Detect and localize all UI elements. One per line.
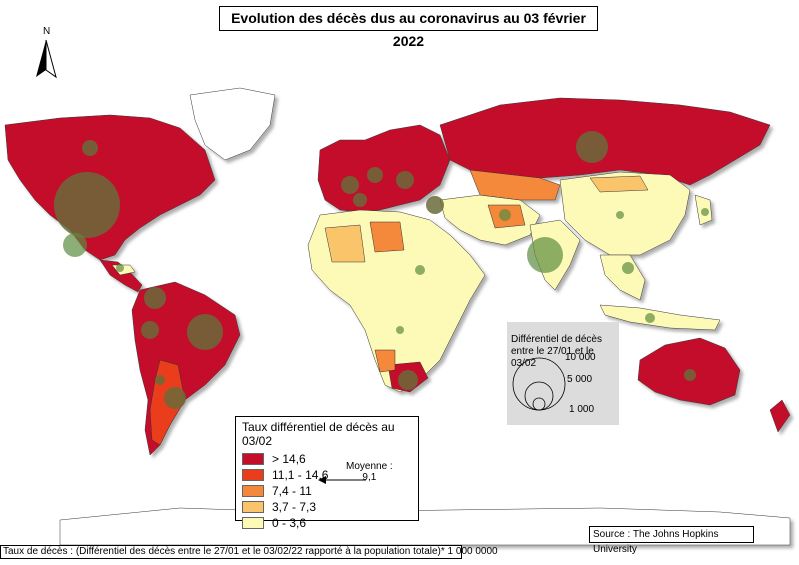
- libya: [369, 221, 405, 253]
- circle-indonesia: [645, 313, 655, 323]
- southeast-asia: [599, 254, 646, 301]
- size-legend: Différentiel de décès entre le 27/01 et …: [507, 322, 619, 425]
- circle-japan: [701, 208, 709, 216]
- circle-mexico: [63, 233, 87, 257]
- north-label: N: [43, 26, 50, 37]
- china: [559, 171, 691, 256]
- legend-row: 11,1 - 14,6: [242, 467, 412, 483]
- circle-caribbean: [116, 264, 124, 272]
- death-circles: [54, 131, 709, 409]
- rate-legend: Taux différentiel de décès au 03/02 > 14…: [235, 416, 419, 530]
- legend-label: > 14,6: [272, 452, 306, 466]
- circle-usa: [54, 172, 120, 238]
- legend-row: 3,7 - 7,3: [242, 499, 412, 515]
- circle-australia: [684, 369, 696, 381]
- legend-label: 3,7 - 7,3: [272, 500, 317, 514]
- circle-europe-4: [353, 193, 367, 207]
- size-value-small: 1 000: [569, 404, 595, 415]
- circle-europe-1: [341, 176, 359, 194]
- new-zealand: [769, 399, 791, 433]
- mean-label-line1: Moyenne :: [346, 461, 393, 472]
- circle-brazil: [187, 314, 223, 350]
- middle-east: [439, 194, 541, 246]
- circle-colombia: [144, 287, 166, 309]
- legend-row: > 14,6: [242, 451, 412, 467]
- legend-swatch: [242, 501, 264, 513]
- circle-india: [527, 237, 563, 273]
- circle-africa-2: [396, 326, 404, 334]
- mean-annotation: Moyenne : 9,1: [346, 461, 393, 483]
- circle-peru: [141, 321, 159, 339]
- legend-label: 0 - 3,6: [272, 516, 307, 530]
- central-america: [99, 259, 143, 293]
- legend-label: 11,1 - 14,6: [272, 468, 329, 482]
- legend-row: 7,4 - 11: [242, 483, 412, 499]
- size-legend-circles: [512, 357, 566, 411]
- legend-swatch: [242, 469, 264, 481]
- namibia: [374, 349, 396, 373]
- indonesia: [599, 304, 721, 331]
- circle-south-africa: [398, 370, 418, 390]
- circle-russia: [576, 131, 608, 163]
- circle-canada: [82, 140, 98, 156]
- legend-swatch: [242, 517, 264, 529]
- map-title: Evolution des décès dus au coronavirus a…: [219, 6, 598, 49]
- size-value-mid: 5 000: [567, 374, 593, 385]
- circle-vietnam: [622, 262, 634, 274]
- circle-africa-1: [415, 265, 425, 275]
- mean-arrow-icon: [318, 476, 366, 484]
- circle-china: [616, 211, 624, 219]
- circle-argentina: [164, 387, 186, 409]
- circle-chile: [155, 375, 165, 385]
- legend-label: 7,4 - 11: [272, 484, 312, 498]
- algeria: [324, 224, 366, 263]
- source-note: Source : The Johns Hopkins University: [589, 526, 754, 555]
- rate-legend-title: Taux différentiel de décès au 03/02: [242, 420, 395, 448]
- circle-iran: [499, 209, 511, 221]
- circle-europe-3: [396, 171, 414, 189]
- north-arrow-icon: N: [36, 26, 57, 79]
- mongolia: [589, 175, 649, 193]
- mean-label-line2: 9,1: [362, 472, 377, 483]
- legend-swatch: [242, 453, 264, 465]
- circle-turkey: [426, 196, 444, 214]
- legend-row: 0 - 3,6: [242, 515, 412, 531]
- circle-europe-2: [367, 167, 383, 183]
- south-america: [131, 281, 241, 456]
- legend-swatch: [242, 485, 264, 497]
- size-value-large: 10 000: [565, 352, 596, 363]
- rate-definition-note: Taux de décès : (Différentiel des décès …: [0, 545, 498, 559]
- greenland: [189, 87, 276, 161]
- central-asia: [469, 169, 561, 201]
